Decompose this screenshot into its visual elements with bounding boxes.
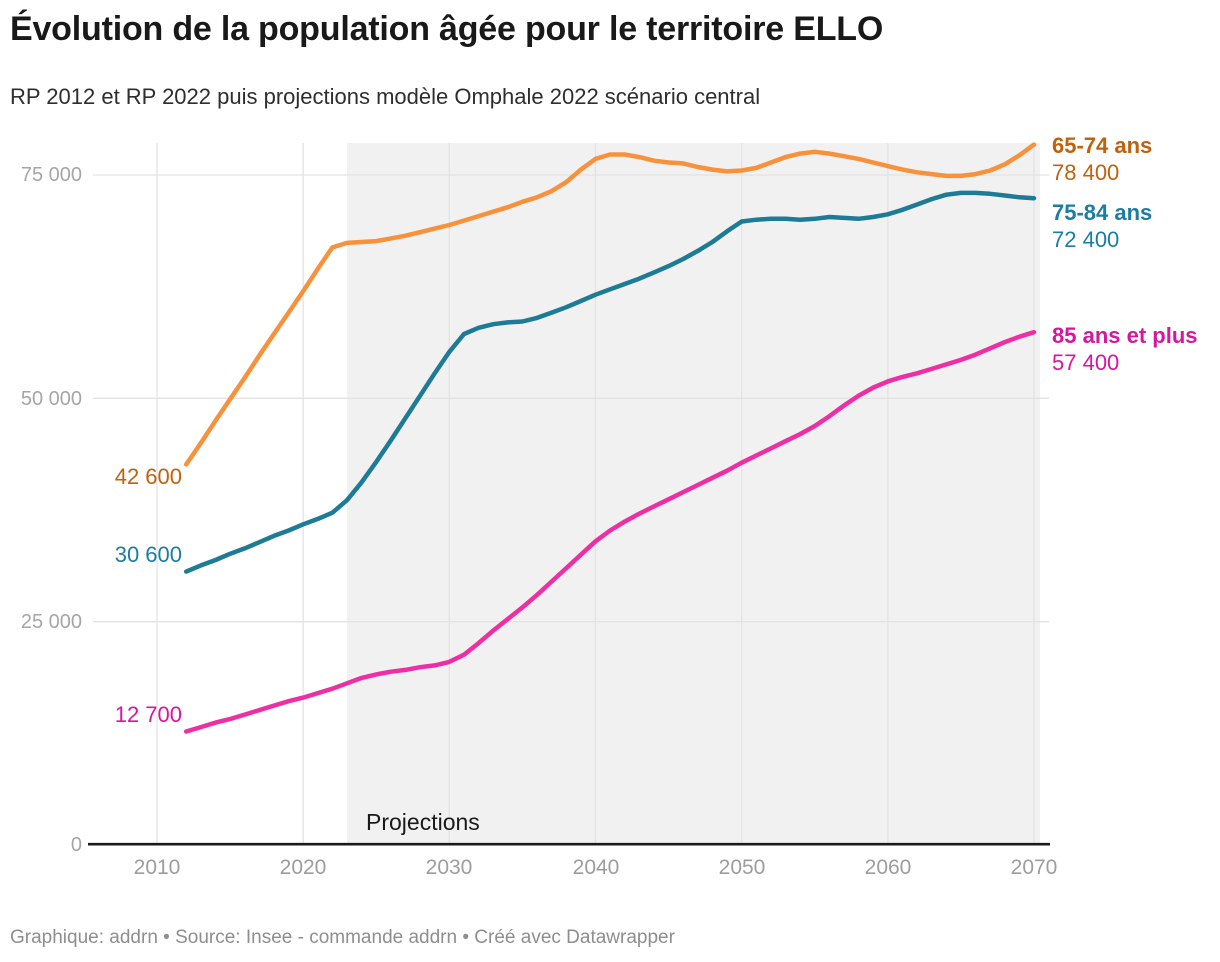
x-tick-label-2010: 2010 [133,856,181,879]
chart-byline: Graphique: addrn • Source: Insee - comma… [10,927,675,948]
y-tick-label-75000: 75 000 [20,164,82,186]
y-tick-label-25000: 25 000 [20,611,82,633]
start-value-75-84: 30 600 [114,542,182,567]
projection-band [347,143,1040,844]
series-line-85-ans-et-plus [183,329,1037,734]
legend-85-plus: 85 ans et plus 57 400 [1052,322,1217,376]
series-line-65-74-ans [183,142,1037,467]
legend-85-plus-value: 57 400 [1052,350,1120,375]
start-value-85-plus: 12 700 [114,702,182,727]
legend-65-74: 65-74 ans 78 400 [1052,132,1217,186]
legend-65-74-value: 78 400 [1052,160,1120,185]
x-tick-label-2030: 2030 [425,856,473,879]
x-tick-label-2050: 2050 [718,856,766,879]
series-line-75-84-ans [183,190,1037,574]
legend-65-74-name: 65-74 ans [1052,133,1153,158]
projections-annotation: Projections [366,809,480,835]
chart-subtitle: RP 2012 et RP 2022 puis projections modè… [10,84,761,109]
x-tick-label-2070: 2070 [1010,856,1058,879]
series-lines [183,142,1037,734]
x-tick-label-2040: 2040 [572,856,620,879]
y-tick-label-50000: 50 000 [20,388,82,410]
chart-title: Évolution de la population âgée pour le … [10,10,884,48]
x-tick-label-2060: 2060 [864,856,912,879]
x-tick-label-2020: 2020 [279,856,327,879]
legend-85-plus-name: 85 ans et plus [1052,323,1198,348]
legend-75-84-name: 75-84 ans [1052,200,1153,225]
legend-75-84: 75-84 ans 72 400 [1052,199,1217,253]
start-value-65-74: 42 600 [114,464,182,489]
gridlines [93,143,1049,844]
legend-75-84-value: 72 400 [1052,227,1120,252]
y-tick-label-0: 0 [70,834,82,856]
